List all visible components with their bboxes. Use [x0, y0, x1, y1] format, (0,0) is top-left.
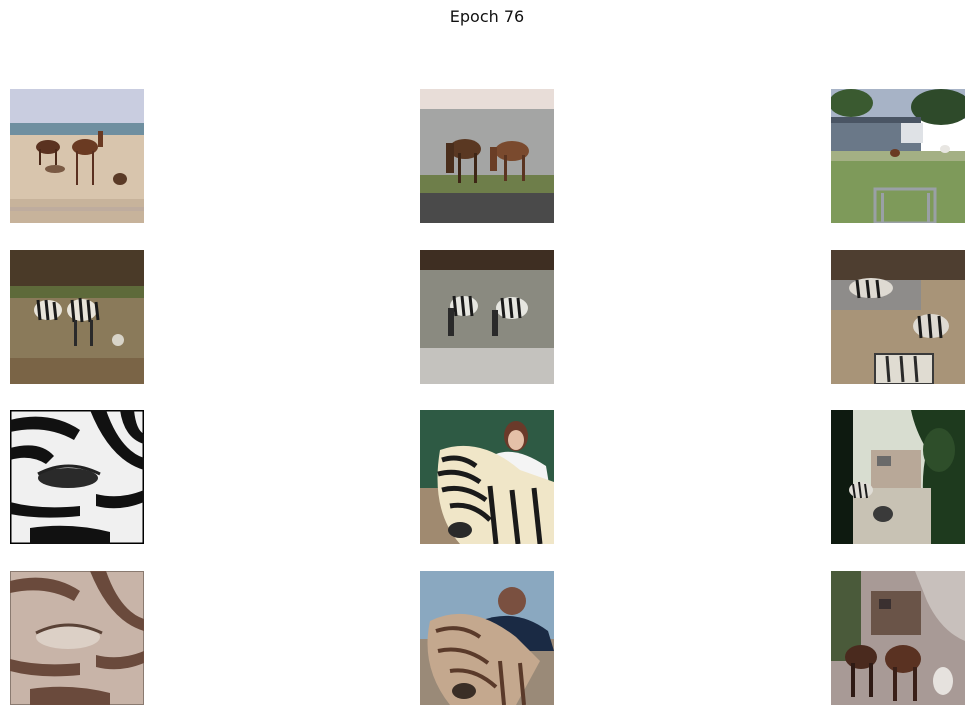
- image-tile-zebra-trees: [831, 410, 965, 544]
- figure-title: Epoch 76: [449, 7, 525, 26]
- image-tile-horses-beach: [10, 89, 144, 223]
- image-tile-zebras-beach-generated: [10, 250, 144, 384]
- image-tile-woman-zebra: [420, 410, 554, 544]
- image-tile-zebra-eye: [10, 410, 144, 544]
- image-tile-eye-generated: [10, 571, 144, 705]
- image-tile-horses-farm: [831, 89, 965, 223]
- image-tile-woman-horse-generated: [420, 571, 554, 705]
- image-tile-zebras-grazing-generated: [420, 250, 554, 384]
- image-tile-horses-grazing: [420, 89, 554, 223]
- image-tile-zebras-farm-generated: [831, 250, 965, 384]
- image-tile-horses-trees-generated: [831, 571, 965, 705]
